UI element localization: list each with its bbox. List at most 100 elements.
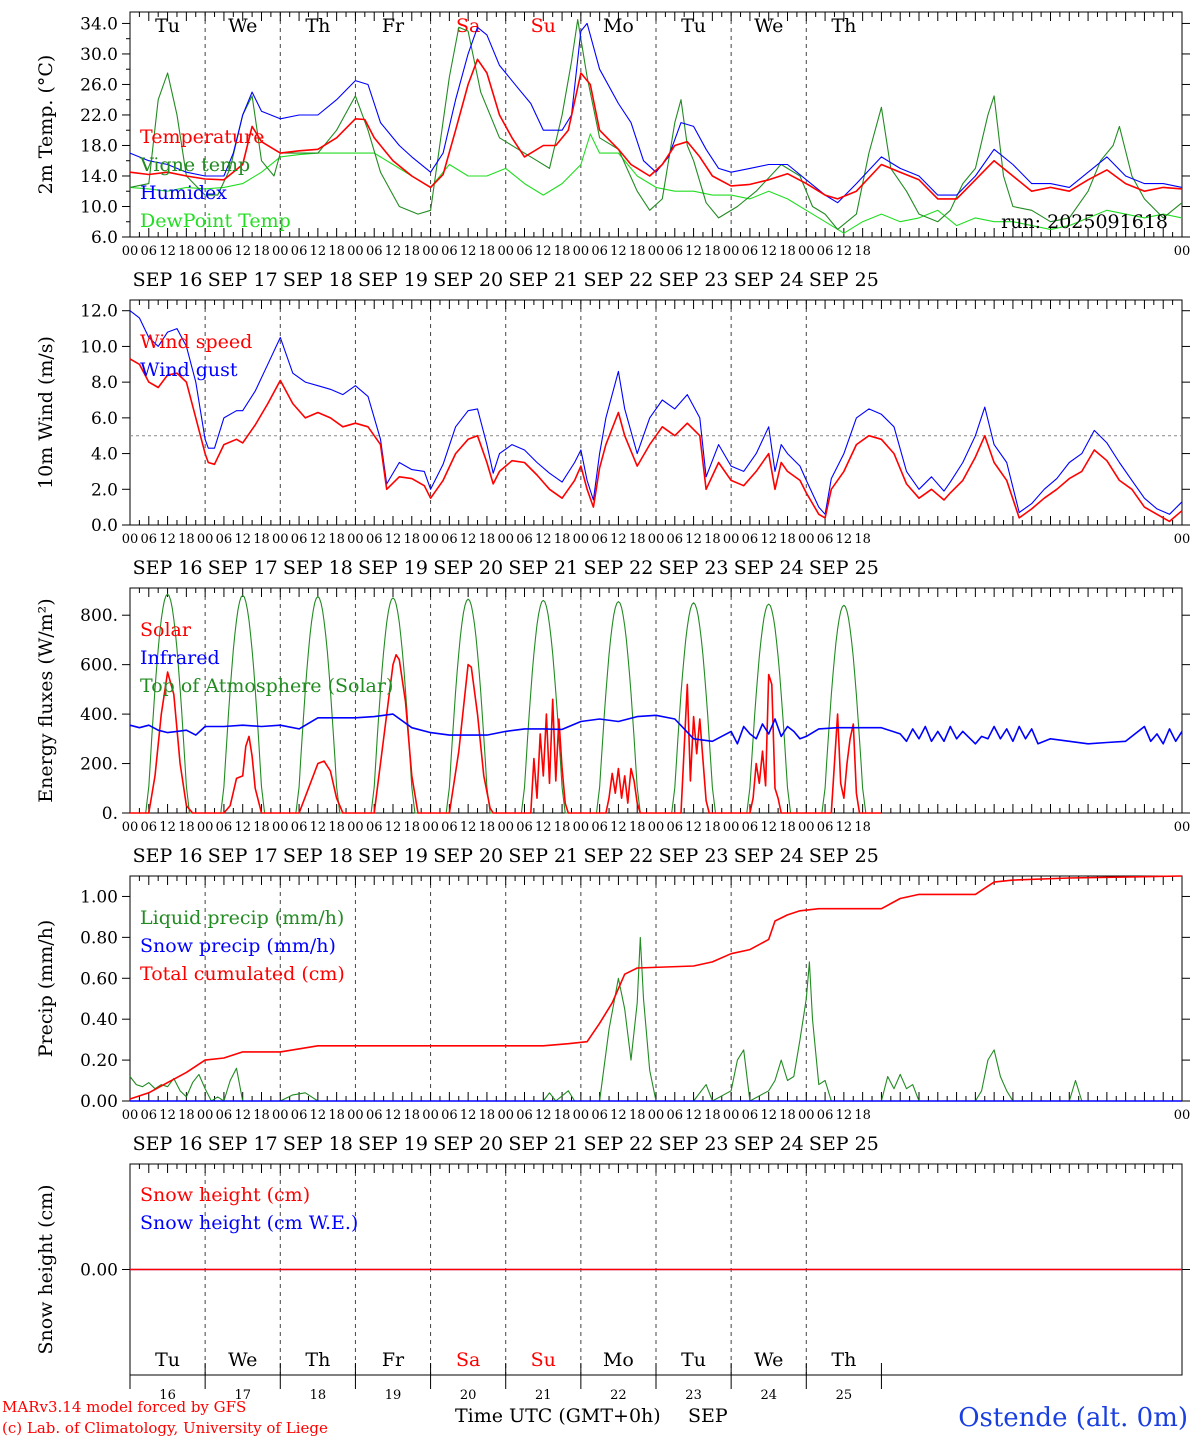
x-hour-label: 06 <box>291 1108 308 1123</box>
x-axis-title: Time UTC (GMT+0h) <box>455 1405 661 1427</box>
day-number: 24 <box>760 1388 777 1403</box>
x-hour-label: 12 <box>460 820 477 835</box>
y-tick-label: 0.00 <box>80 1092 118 1112</box>
x-hour-label: 06 <box>667 820 684 835</box>
x-date-label: SEP 16 <box>133 1133 203 1155</box>
x-hour-label: 06 <box>591 532 608 547</box>
x-hour-label: 12 <box>836 820 853 835</box>
y-tick-label: 34.0 <box>80 14 118 34</box>
x-hour-label: 12 <box>159 532 176 547</box>
x-date-label: SEP 17 <box>208 1133 278 1155</box>
x-hour-label: 00 <box>422 820 439 835</box>
legend-entry: Liquid precip (mm/h) <box>140 907 344 929</box>
x-hour-label: 12 <box>610 1108 627 1123</box>
x-hour-label: 12 <box>610 532 627 547</box>
x-hour-label: 18 <box>404 820 421 835</box>
series-wind-speed <box>129 358 1183 523</box>
x-hour-label: 00 <box>122 820 139 835</box>
x-date-label: SEP 16 <box>133 557 203 579</box>
x-date-label: SEP 24 <box>734 557 804 579</box>
x-hour-label: 00 <box>798 1108 815 1123</box>
y-axis-label: Energy fluxes (W/m²) <box>35 598 57 802</box>
x-date-label: SEP 19 <box>358 269 428 291</box>
x-hour-label: 12 <box>310 1108 327 1123</box>
series-infrared <box>129 713 1183 745</box>
x-hour-label: 06 <box>516 244 533 259</box>
x-hour-label: 00 <box>648 820 665 835</box>
x-hour-label: 06 <box>591 244 608 259</box>
x-hour-label: 06 <box>591 1108 608 1123</box>
x-hour-label: 18 <box>554 1108 571 1123</box>
day-name: We <box>754 15 783 37</box>
x-hour-label: 12 <box>685 244 702 259</box>
x-hour-label: 00 <box>122 244 139 259</box>
y-tick-label: 6.0 <box>91 228 118 248</box>
x-hour-label: 00 <box>197 820 214 835</box>
x-date-label: SEP 19 <box>358 1133 428 1155</box>
y-tick-label: 26.0 <box>80 75 118 95</box>
x-hour-label: 06 <box>742 244 759 259</box>
x-hour-label: 00 <box>197 244 214 259</box>
day-name: Mo <box>603 15 634 37</box>
legend-entry: Snow precip (mm/h) <box>140 935 336 957</box>
series-temperature <box>129 58 1183 200</box>
x-hour-label: 06 <box>216 244 233 259</box>
x-hour-label: 12 <box>535 1108 552 1123</box>
x-hour-label: 00 <box>197 1108 214 1123</box>
x-date-label: SEP 20 <box>433 269 503 291</box>
day-name: Su <box>531 15 556 37</box>
x-hour-label: 18 <box>479 244 496 259</box>
x-hour-label: 00 <box>122 532 139 547</box>
x-hour-label: 12 <box>460 532 477 547</box>
x-hour-label: 06 <box>216 532 233 547</box>
x-hour-label: 12 <box>685 820 702 835</box>
y-axis-label: Precip (mm/h) <box>35 920 57 1058</box>
x-date-label: SEP 20 <box>433 557 503 579</box>
x-hour-label: 06 <box>441 1108 458 1123</box>
y-tick-label: 0.20 <box>80 1051 118 1071</box>
x-hour-label: 00 <box>347 532 364 547</box>
y-tick-label: 6.0 <box>91 409 118 429</box>
x-hour-label: 00 <box>723 532 740 547</box>
x-date-label: SEP 21 <box>508 269 578 291</box>
x-date-label: SEP 22 <box>583 269 653 291</box>
legend-entry: Wind speed <box>140 331 252 353</box>
day-number: 20 <box>460 1388 477 1403</box>
x-hour-label: 00 <box>347 1108 364 1123</box>
x-date-label: SEP 17 <box>208 269 278 291</box>
legend-entry: Snow height (cm W.E.) <box>140 1212 358 1234</box>
x-hour-label: 18 <box>854 244 871 259</box>
x-hour-label: 12 <box>159 1108 176 1123</box>
x-hour-label: 12 <box>836 532 853 547</box>
x-hour-label: 12 <box>234 244 251 259</box>
x-hour-label: 12 <box>159 820 176 835</box>
x-hour-label: 00 <box>497 1108 514 1123</box>
day-name: Tu <box>681 15 706 37</box>
day-number: 18 <box>310 1388 327 1403</box>
x-hour-label: 18 <box>779 532 796 547</box>
x-hour-label: 06 <box>291 820 308 835</box>
x-hour-label: 12 <box>234 820 251 835</box>
x-date-label: SEP 23 <box>659 269 729 291</box>
x-date-label: SEP 24 <box>734 845 804 867</box>
x-hour-label: 18 <box>554 820 571 835</box>
x-hour-label: 06 <box>817 820 834 835</box>
x-hour-label: 18 <box>328 1108 345 1123</box>
x-hour-label: 18 <box>328 820 345 835</box>
x-hour-label: 06 <box>441 244 458 259</box>
x-hour-label: 00 <box>347 820 364 835</box>
y-tick-label: 400. <box>80 705 118 725</box>
x-hour-label: 12 <box>310 244 327 259</box>
x-hour-label: 18 <box>404 532 421 547</box>
x-hour-label: 18 <box>629 532 646 547</box>
x-hour-label: 06 <box>366 1108 383 1123</box>
x-hour-label: 18 <box>253 820 270 835</box>
x-hour-label: 12 <box>836 1108 853 1123</box>
x-hour-label: 06 <box>441 532 458 547</box>
x-hour-label: 00 <box>272 1108 289 1123</box>
day-name: Th <box>831 15 856 37</box>
x-hour-label: 06 <box>366 532 383 547</box>
day-name: Su <box>531 1349 556 1371</box>
x-hour-label: 06 <box>291 244 308 259</box>
x-hour-label: 06 <box>591 820 608 835</box>
